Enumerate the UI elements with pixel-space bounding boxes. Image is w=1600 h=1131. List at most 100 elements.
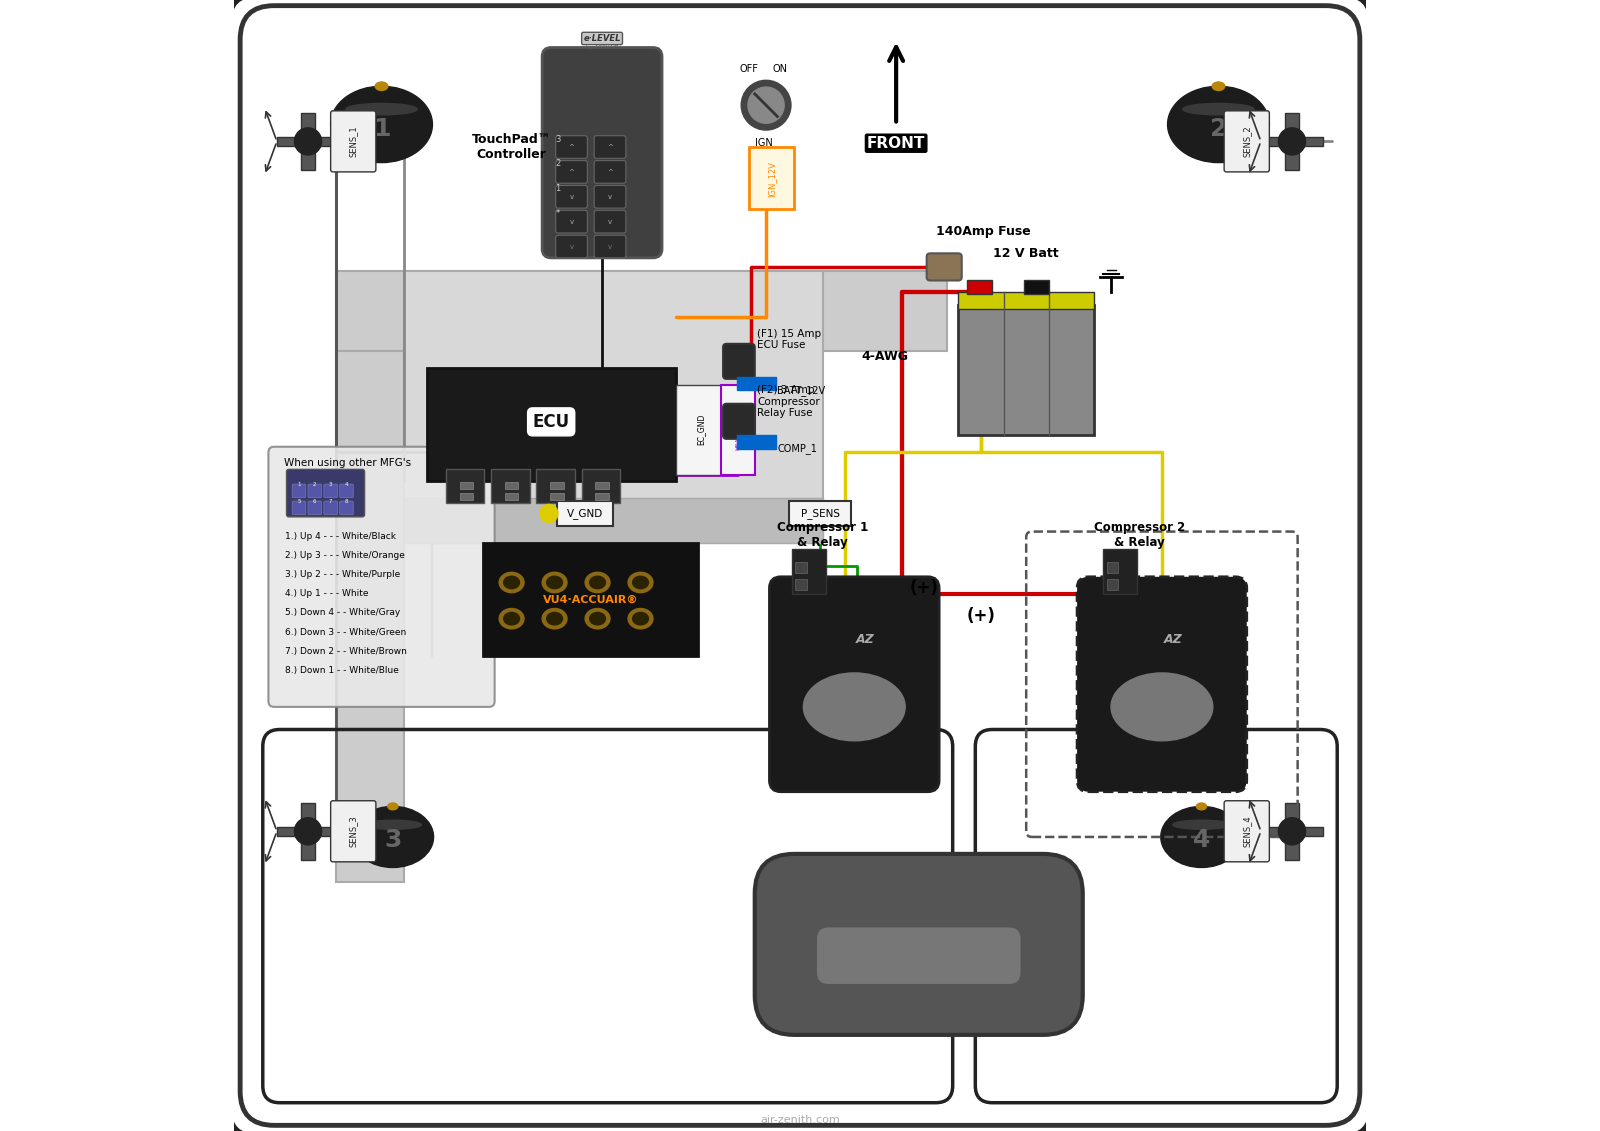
FancyBboxPatch shape <box>926 253 962 280</box>
Ellipse shape <box>547 577 563 589</box>
Circle shape <box>1278 818 1306 845</box>
Text: 12 V Batt: 12 V Batt <box>994 248 1059 260</box>
Text: v: v <box>570 243 574 250</box>
Text: EC_GND: EC_GND <box>696 414 706 446</box>
Bar <box>811 990 845 1012</box>
Bar <box>336 271 947 351</box>
Ellipse shape <box>590 577 605 589</box>
FancyBboxPatch shape <box>555 210 587 233</box>
Text: ^: ^ <box>568 144 574 150</box>
Text: 1: 1 <box>373 116 390 140</box>
FancyBboxPatch shape <box>323 484 338 498</box>
Text: ECU: ECU <box>533 413 570 431</box>
Ellipse shape <box>1182 103 1254 115</box>
Circle shape <box>747 87 784 123</box>
Text: 1: 1 <box>298 482 301 486</box>
FancyBboxPatch shape <box>594 235 626 258</box>
Ellipse shape <box>499 572 525 593</box>
Text: e·LEVEL: e·LEVEL <box>584 34 621 43</box>
Text: IGN: IGN <box>755 138 773 148</box>
Ellipse shape <box>365 820 421 829</box>
Text: air-zenith.com: air-zenith.com <box>760 1115 840 1125</box>
Text: Compressor 2
& Relay: Compressor 2 & Relay <box>1094 520 1186 549</box>
Bar <box>792 549 826 594</box>
Ellipse shape <box>632 577 648 589</box>
Text: 6: 6 <box>314 499 317 503</box>
Text: (F2) 3 Amp
Compressor
Relay Fuse: (F2) 3 Amp Compressor Relay Fuse <box>757 385 819 418</box>
FancyBboxPatch shape <box>755 854 1083 1035</box>
Text: v: v <box>608 218 613 225</box>
Ellipse shape <box>590 613 605 624</box>
Circle shape <box>294 128 322 155</box>
Text: V_GND: V_GND <box>566 508 603 519</box>
FancyBboxPatch shape <box>293 484 306 498</box>
Text: ON: ON <box>773 63 787 74</box>
Text: 4: 4 <box>344 482 349 486</box>
Ellipse shape <box>629 572 653 593</box>
Bar <box>595 482 610 489</box>
Bar <box>795 562 806 573</box>
Ellipse shape <box>374 83 387 90</box>
Ellipse shape <box>542 608 566 629</box>
Text: 6.) Down 3 - - White/Green: 6.) Down 3 - - White/Green <box>285 628 406 637</box>
Bar <box>1261 827 1323 836</box>
Bar <box>491 469 530 503</box>
Ellipse shape <box>542 572 566 593</box>
FancyBboxPatch shape <box>309 501 322 515</box>
Text: ^: ^ <box>606 144 613 150</box>
Bar <box>557 501 613 526</box>
Bar <box>1285 803 1299 860</box>
Ellipse shape <box>586 572 610 593</box>
Bar <box>405 271 822 543</box>
Text: by ACCUAIR: by ACCUAIR <box>586 45 619 50</box>
Bar <box>749 147 794 209</box>
Text: 8: 8 <box>344 499 349 503</box>
Text: IGN_12V: IGN_12V <box>768 161 776 197</box>
Text: OFF: OFF <box>739 63 758 74</box>
Ellipse shape <box>331 86 432 163</box>
FancyBboxPatch shape <box>594 136 626 158</box>
Text: 3.) Up 2 - - - White/Purple: 3.) Up 2 - - - White/Purple <box>285 570 400 579</box>
Ellipse shape <box>352 806 434 867</box>
Bar <box>675 385 722 475</box>
Bar <box>582 469 621 503</box>
Text: 5: 5 <box>298 499 301 503</box>
FancyBboxPatch shape <box>286 469 365 517</box>
Text: AZ: AZ <box>856 632 875 646</box>
Text: 7: 7 <box>330 499 333 503</box>
Text: 1.) Up 4 - - - White/Black: 1.) Up 4 - - - White/Black <box>285 532 397 541</box>
Text: P_SENS: P_SENS <box>802 508 840 519</box>
Bar <box>483 543 698 656</box>
Bar <box>336 351 405 882</box>
Text: 4.) Up 1 - - - White: 4.) Up 1 - - - White <box>285 589 370 598</box>
Ellipse shape <box>1213 83 1226 90</box>
Text: 4-AWG: 4-AWG <box>861 349 909 363</box>
Text: TouchPad™
Controller: TouchPad™ Controller <box>472 133 552 161</box>
Bar <box>1261 137 1323 146</box>
Text: (F1) 15 Amp
ECU Fuse: (F1) 15 Amp ECU Fuse <box>757 328 821 351</box>
Bar <box>405 498 822 543</box>
FancyBboxPatch shape <box>542 48 662 258</box>
FancyBboxPatch shape <box>555 136 587 158</box>
Text: VU4·ACCUAIR®: VU4·ACCUAIR® <box>542 595 638 604</box>
Text: SENS_3: SENS_3 <box>349 815 358 847</box>
Bar <box>446 469 485 503</box>
Text: When using other MFG's
valves:: When using other MFG's valves: <box>285 458 411 480</box>
Bar <box>506 482 518 489</box>
Ellipse shape <box>1173 820 1230 829</box>
Text: SENS_4: SENS_4 <box>1242 815 1251 847</box>
Ellipse shape <box>632 613 648 624</box>
Bar <box>958 305 1094 435</box>
FancyBboxPatch shape <box>555 185 587 208</box>
Text: FRONT: FRONT <box>867 136 925 150</box>
Circle shape <box>741 80 790 130</box>
FancyBboxPatch shape <box>594 210 626 233</box>
Bar <box>1102 549 1138 594</box>
Bar <box>301 113 315 170</box>
Bar <box>1285 113 1299 170</box>
Circle shape <box>1278 128 1306 155</box>
Text: 1: 1 <box>555 184 560 193</box>
FancyBboxPatch shape <box>293 501 306 515</box>
Bar <box>1024 280 1050 294</box>
FancyBboxPatch shape <box>229 0 1371 1131</box>
